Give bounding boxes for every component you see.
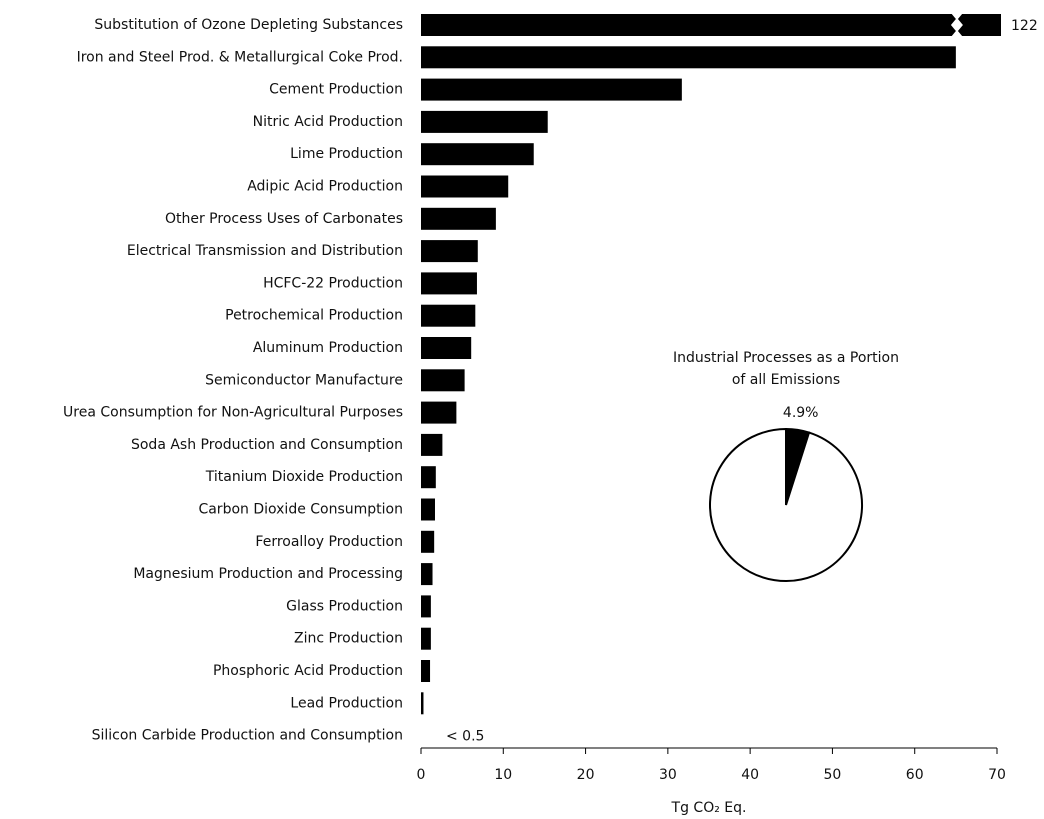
pie-value-label: 4.9% (783, 405, 819, 421)
category-label: Glass Production (286, 598, 403, 614)
category-label: Cement Production (269, 82, 403, 98)
bar (421, 78, 682, 101)
bar-area (421, 14, 1001, 715)
category-label: Silicon Carbide Production and Consumpti… (92, 728, 403, 744)
category-label: Lead Production (290, 695, 403, 711)
x-tick-label: 20 (577, 767, 595, 783)
category-label: Aluminum Production (253, 340, 403, 356)
x-tick-label: 0 (417, 767, 426, 783)
bar (421, 272, 477, 295)
category-label: HCFC-22 Production (263, 275, 403, 291)
bar (421, 304, 476, 327)
value-label: 122 (1011, 18, 1038, 34)
x-axis-label: Tg CO₂ Eq. (671, 800, 747, 816)
category-label: Semiconductor Manufacture (205, 372, 403, 388)
bar (421, 466, 436, 489)
category-label: Carbon Dioxide Consumption (198, 502, 403, 518)
bar (421, 627, 431, 650)
bar (421, 692, 424, 715)
x-tick-label: 10 (494, 767, 512, 783)
category-label: Other Process Uses of Carbonates (165, 211, 403, 227)
pie-slice (709, 427, 863, 582)
category-label: Adipic Acid Production (247, 179, 403, 195)
x-tick-label: 40 (741, 767, 759, 783)
value-label: < 0.5 (446, 729, 484, 745)
bar (421, 563, 433, 586)
category-label: Magnesium Production and Processing (133, 566, 403, 582)
bar (421, 498, 435, 521)
bar (421, 110, 548, 133)
bar (421, 660, 431, 682)
category-label: Petrochemical Production (225, 308, 403, 324)
bar (421, 143, 534, 166)
bar (421, 337, 472, 359)
category-label: Urea Consumption for Non-Agricultural Pu… (63, 405, 403, 421)
category-label: Substitution of Ozone Depleting Substanc… (94, 17, 403, 33)
category-label: Lime Production (290, 146, 403, 162)
category-label: Zinc Production (294, 631, 403, 647)
bar (421, 46, 956, 69)
category-label: Titanium Dioxide Production (205, 469, 403, 485)
bar (421, 433, 443, 456)
bar (421, 595, 431, 618)
pie-title: of all Emissions (732, 372, 840, 388)
bar (421, 175, 509, 198)
category-label: Nitric Acid Production (253, 114, 403, 130)
axis-break (950, 13, 963, 37)
bar (421, 369, 465, 392)
category-label: Ferroalloy Production (255, 534, 403, 550)
bar (421, 240, 478, 263)
pie-title: Industrial Processes as a Portion (673, 350, 899, 366)
bar (421, 14, 1001, 36)
category-label: Electrical Transmission and Distribution (127, 243, 403, 259)
category-label: Soda Ash Production and Consumption (131, 437, 403, 453)
bar (421, 530, 435, 553)
category-label: Phosphoric Acid Production (213, 663, 403, 679)
x-tick-label: 60 (906, 767, 924, 783)
bar (421, 207, 496, 230)
bar (421, 401, 457, 424)
category-label: Iron and Steel Prod. & Metallurgical Cok… (77, 49, 403, 65)
x-tick-label: 70 (988, 767, 1006, 783)
x-tick-label: 30 (659, 767, 677, 783)
x-tick-label: 50 (824, 767, 842, 783)
